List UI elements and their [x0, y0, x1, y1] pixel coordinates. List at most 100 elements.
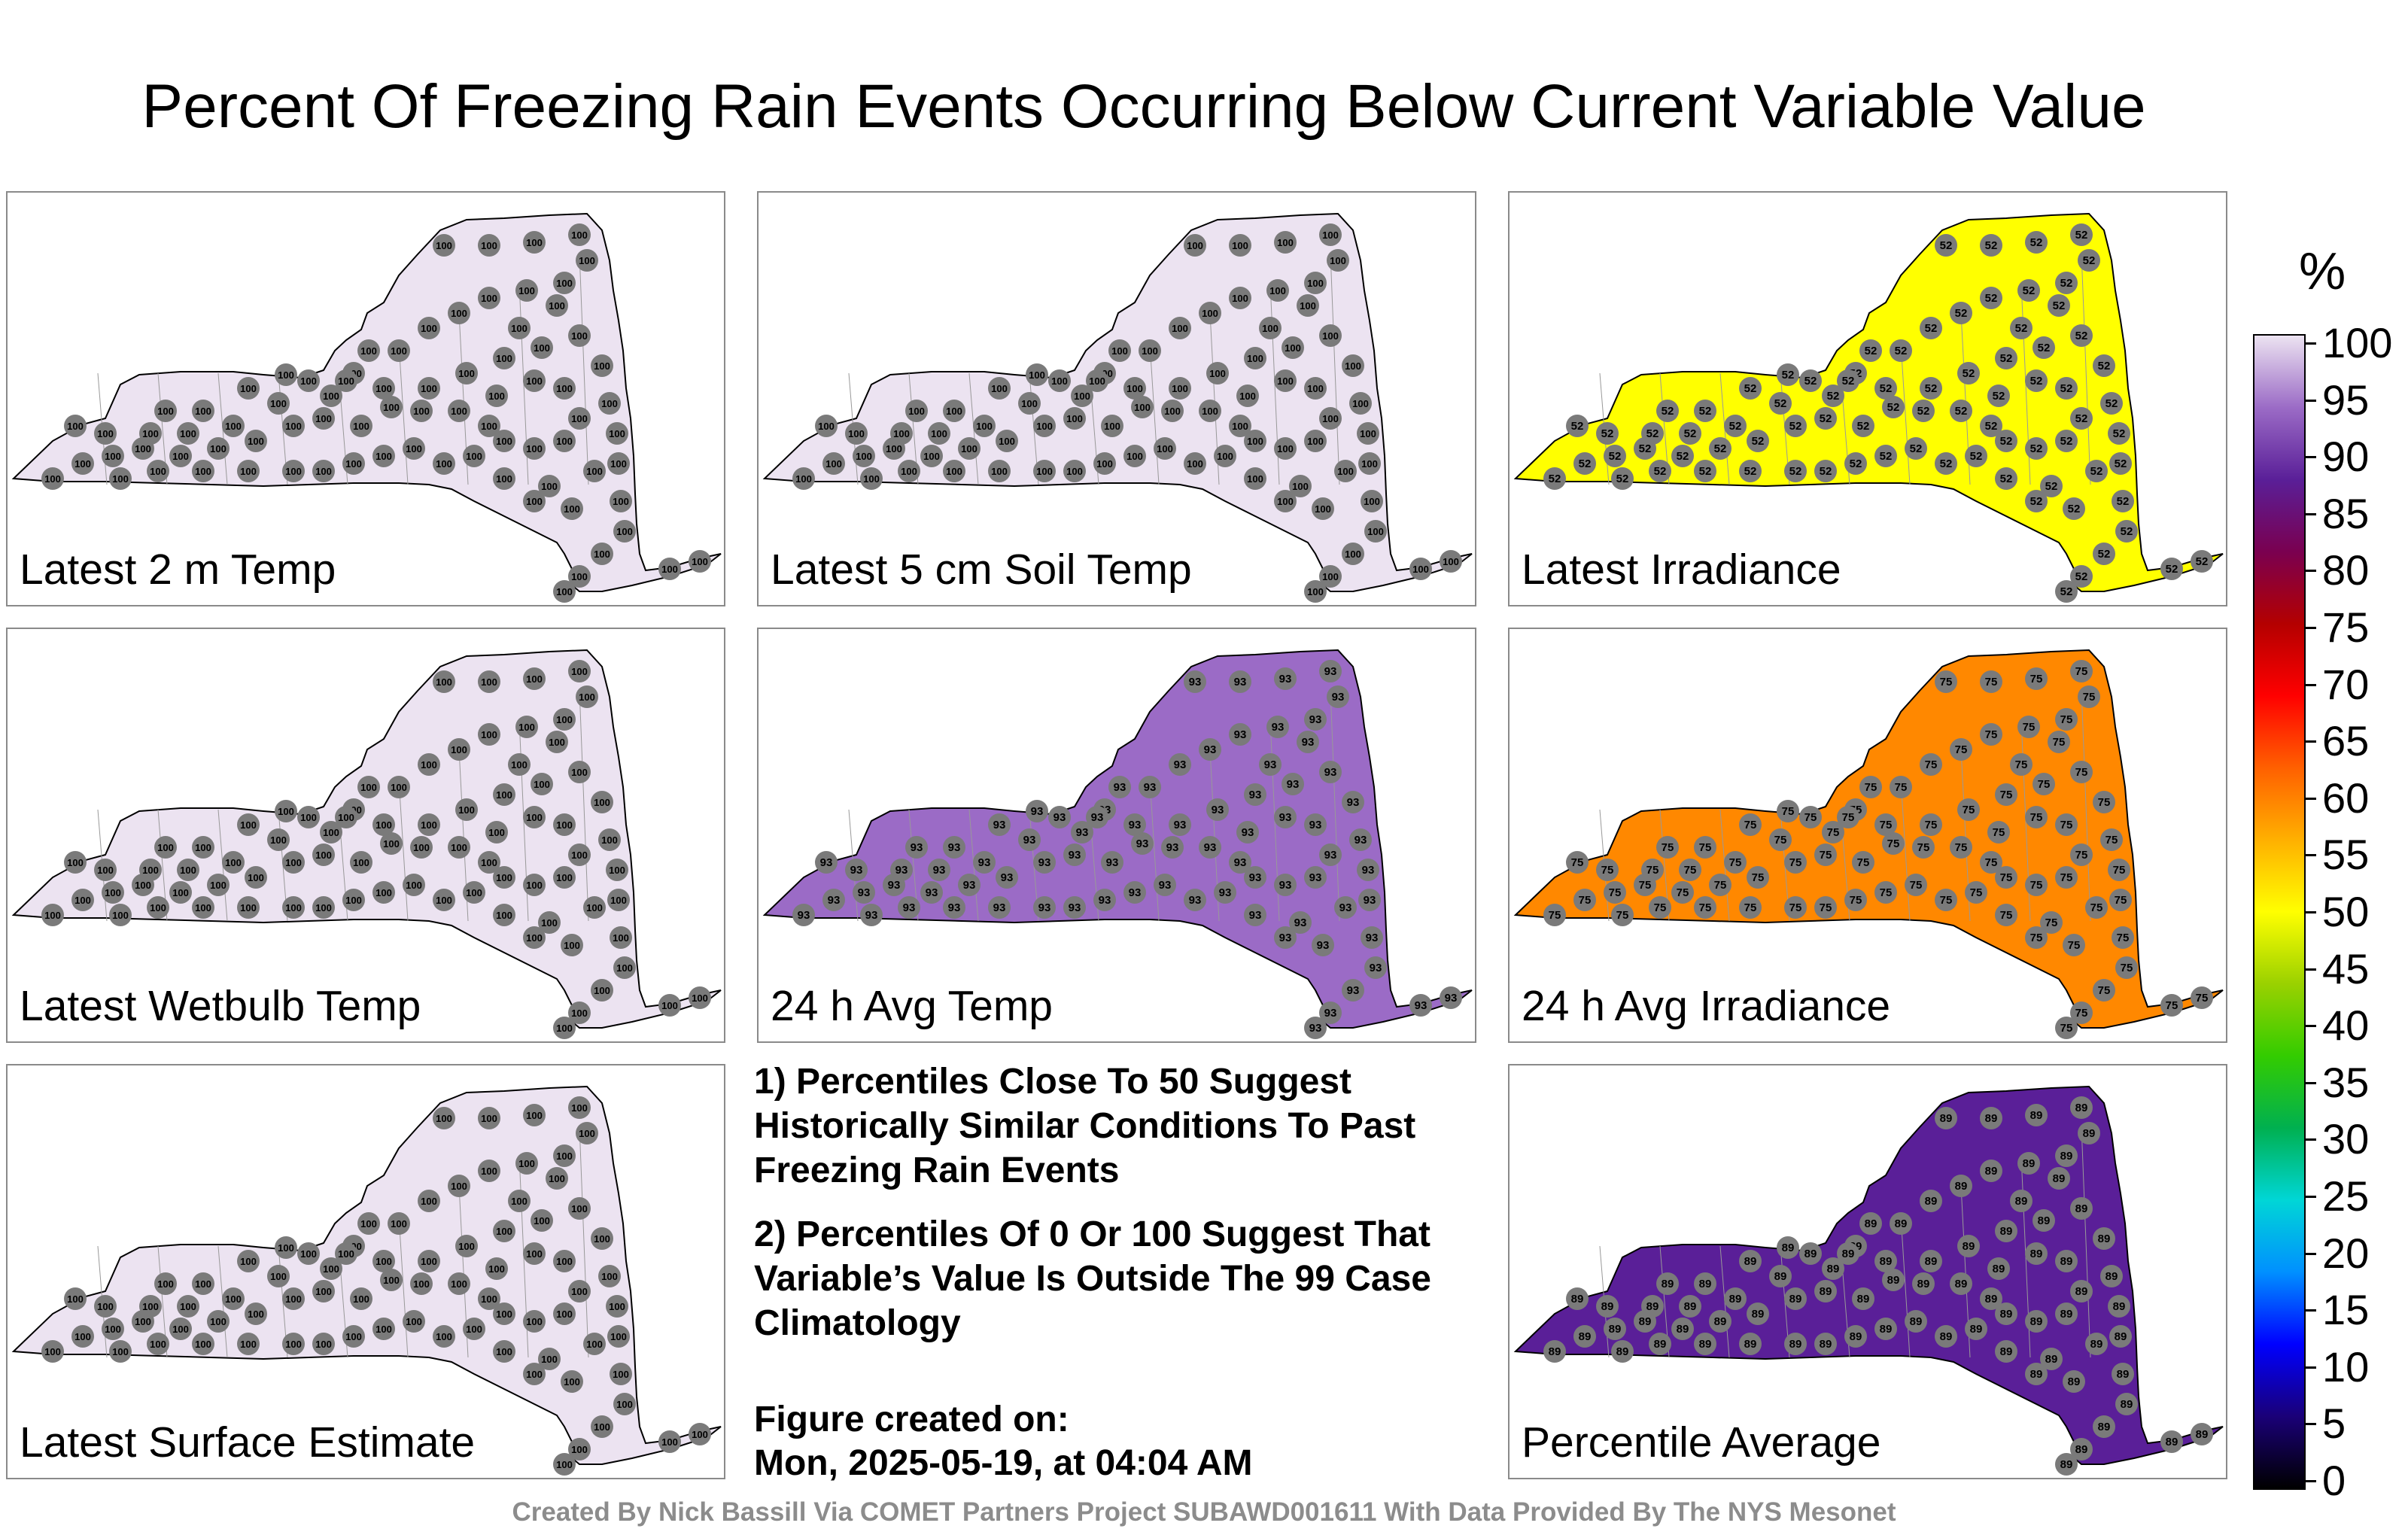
station-marker: 100	[561, 497, 583, 520]
station-value: 100	[1285, 342, 1301, 354]
station-value: 100	[613, 496, 629, 507]
station-value: 100	[610, 1331, 627, 1342]
station-value: 93	[1174, 819, 1187, 831]
station-marker: 100	[312, 460, 335, 482]
station-marker: 100	[493, 430, 515, 452]
station-value: 52	[2075, 330, 2088, 342]
station-marker: 100	[335, 369, 357, 392]
station-value: 100	[481, 729, 497, 740]
station-value: 93	[948, 841, 961, 854]
station-value: 100	[991, 383, 1008, 394]
station-value: 93	[1091, 811, 1104, 824]
station-marker: 100	[1342, 543, 1364, 565]
station-marker: 100	[606, 1295, 628, 1318]
station-value: 75	[1955, 841, 1968, 854]
station-marker: 93	[1244, 783, 1266, 806]
station-value: 100	[157, 1278, 174, 1290]
station-marker: 75	[1611, 904, 1634, 926]
station-marker: 100	[1063, 460, 1086, 482]
station-value: 52	[1857, 420, 1870, 433]
station-marker: 100	[1266, 279, 1289, 302]
station-marker: 89	[2070, 1280, 2093, 1302]
station-value: 75	[1895, 781, 1908, 794]
station-value: 100	[391, 345, 407, 357]
station-marker: 89	[1950, 1175, 1972, 1197]
station-value: 89	[2121, 1398, 2133, 1411]
station-marker: 75	[1995, 904, 2017, 926]
station-value: 52	[2060, 585, 2073, 598]
station-value: 52	[1955, 405, 1968, 418]
station-value: 100	[278, 369, 294, 381]
station-value: 89	[1842, 1248, 1855, 1260]
figure-created-label: Figure created on:	[754, 1400, 1069, 1439]
station-value: 93	[1242, 826, 1254, 839]
station-marker: 100	[177, 859, 199, 881]
station-marker: 75	[2055, 708, 2078, 731]
station-value: 89	[1616, 1345, 1629, 1358]
station-marker: 100	[553, 1017, 576, 1039]
station-marker: 93	[1169, 753, 1191, 776]
station-value: 100	[1096, 458, 1113, 470]
station-value: 52	[2075, 412, 2088, 425]
station-marker: 100	[613, 520, 636, 543]
station-value: 100	[225, 857, 242, 868]
station-marker: 100	[1274, 369, 1297, 392]
station-value: 100	[97, 865, 114, 876]
station-marker: 52	[2085, 460, 2108, 482]
station-marker: 100	[237, 896, 260, 919]
station-value: 100	[172, 451, 189, 462]
station-value: 100	[1307, 436, 1324, 447]
station-value: 75	[2090, 901, 2103, 914]
station-marker: 100	[237, 813, 260, 836]
station-value: 93	[1234, 856, 1247, 869]
station-value: 75	[1616, 909, 1629, 922]
station-marker: 100	[132, 1310, 154, 1333]
station-marker: 100	[606, 422, 628, 445]
station-value: 93	[1272, 721, 1285, 734]
station-marker: 75	[2160, 994, 2183, 1017]
station-marker: 52	[2070, 324, 2093, 347]
station-value: 89	[1752, 1308, 1765, 1321]
station-value: 75	[1804, 811, 1817, 824]
station-value: 75	[1699, 901, 1712, 914]
station-marker: 100	[478, 234, 500, 257]
station-value: 93	[1317, 939, 1330, 952]
station-marker: 100	[1440, 550, 1462, 573]
station-marker: 52	[1920, 377, 1942, 400]
station-value: 100	[1209, 368, 1226, 379]
station-value: 89	[2023, 1157, 2036, 1170]
station-value: 89	[1549, 1345, 1561, 1358]
station-value: 100	[1360, 428, 1376, 439]
station-marker: 100	[455, 1235, 478, 1257]
station-marker: 100	[320, 1257, 342, 1280]
station-marker: 52	[2040, 475, 2063, 497]
station-marker: 100	[553, 272, 576, 294]
station-value: 52	[2068, 503, 2081, 515]
station-value: 100	[496, 473, 512, 485]
station-marker: 100	[1349, 392, 1372, 415]
station-marker: 100	[335, 1242, 357, 1265]
station-marker: 100	[1342, 354, 1364, 377]
station-value: 93	[820, 856, 833, 869]
station-value: 75	[2060, 713, 2073, 726]
station-marker: 100	[822, 452, 845, 475]
station-marker: 100	[568, 324, 591, 347]
station-value: 52	[1601, 427, 1614, 440]
station-marker: 100	[410, 1272, 433, 1295]
station-value: 100	[195, 1339, 211, 1350]
station-value: 52	[1940, 239, 1953, 252]
station-marker: 93	[1131, 832, 1154, 855]
station-marker: 52	[2055, 580, 2078, 603]
station-marker: 75	[1596, 859, 1619, 881]
station-value: 75	[1677, 886, 1689, 899]
station-value: 93	[926, 886, 938, 899]
station-value: 75	[2060, 819, 2073, 831]
station-value: 100	[481, 293, 497, 304]
station-value: 93	[993, 901, 1006, 914]
station-marker: 75	[1769, 828, 1792, 851]
station-marker: 75	[2078, 685, 2100, 708]
station-value: 100	[1232, 240, 1248, 251]
station-marker: 89	[1784, 1333, 1807, 1355]
station-value: 93	[1234, 728, 1247, 741]
station-marker: 52	[1814, 407, 1837, 430]
